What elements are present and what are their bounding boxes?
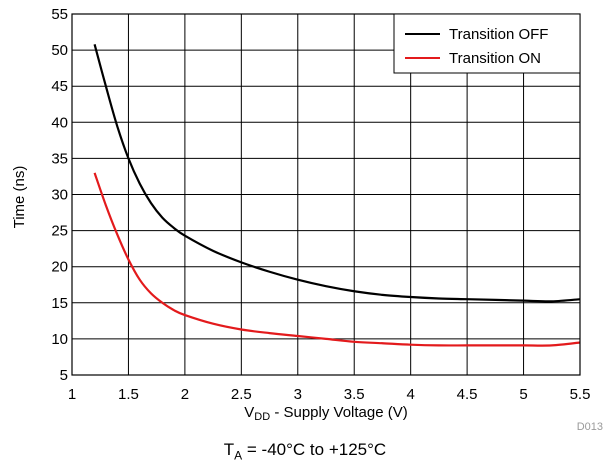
legend-label-transition-on: Transition ON [449,50,541,67]
y-tick-label: 10 [51,331,68,348]
caption-main: T [223,440,235,459]
y-tick-label: 30 [51,187,68,204]
y-tick-label: 20 [51,259,68,276]
x-axis-ticks: 1 1.5 2 2.5 3 3.5 4 4.5 5 5.5 [68,386,591,403]
x-tick-label: 4 [406,386,414,403]
y-tick-label: 45 [51,78,68,95]
caption: TA = -40°C to +125°C [0,440,610,462]
x-tick-label: 1 [68,386,76,403]
y-tick-label: 15 [51,295,68,312]
y-tick-label: 40 [51,114,68,131]
caption-sub: A [234,448,243,463]
x-tick-label: 1.5 [118,386,139,403]
legend: Transition OFF Transition ON [393,13,581,74]
x-tick-label: 3 [294,386,302,403]
series-layer [93,44,581,347]
legend-label-transition-off: Transition OFF [449,26,548,43]
plot-frame [71,13,581,376]
series-line-transition-off [93,44,581,303]
y-tick-label: 35 [51,150,68,167]
y-tick-label: 55 [51,6,68,23]
y-tick-label: 50 [51,42,68,59]
figure-id: D013 [577,421,603,433]
x-tick-label: 5 [519,386,527,403]
y-tick-label: 25 [51,223,68,240]
caption-rest: = -40°C to +125°C [242,440,387,459]
y-tick-label: 5 [60,367,68,384]
legend-box [393,13,581,74]
y-axis-ticks: 5 10 15 20 25 30 35 40 45 50 55 [51,6,68,384]
x-tick-label: 5.5 [570,386,591,403]
x-tick-label: 2 [181,386,189,403]
x-axis-label: VDD - Supply Voltage (V) [244,404,407,423]
series-line-transition-on [93,172,581,347]
x-tick-label: 3.5 [344,386,365,403]
y-axis-label: Time (ns) [11,166,28,229]
x-tick-label: 4.5 [457,386,478,403]
x-tick-label: 2.5 [231,386,252,403]
